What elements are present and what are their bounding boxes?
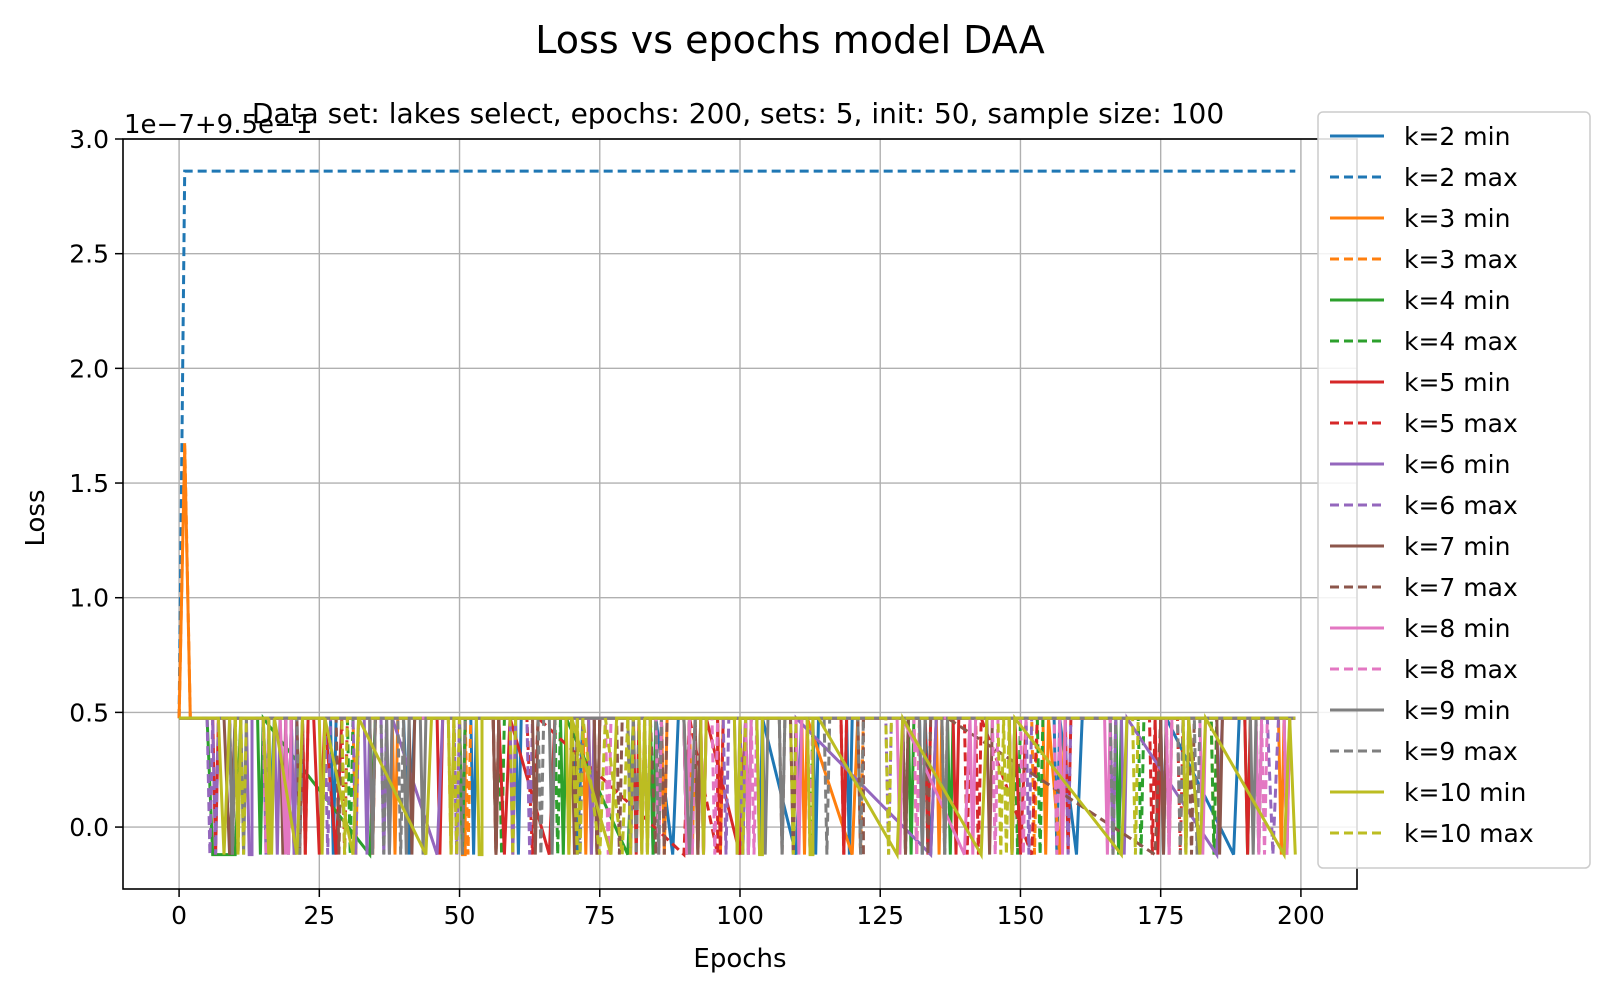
legend-label: k=2 max — [1404, 163, 1518, 192]
legend-label: k=4 max — [1404, 327, 1518, 356]
y-tick-label: 2.0 — [69, 354, 109, 383]
legend-label: k=10 min — [1404, 778, 1526, 807]
y-tick-label: 0.0 — [69, 813, 109, 842]
legend-label: k=3 min — [1404, 204, 1510, 233]
offset-text: 1e−7+9.5e−1 — [124, 110, 312, 140]
x-tick-label: 150 — [997, 901, 1045, 930]
legend-label: k=9 max — [1404, 737, 1518, 766]
x-tick-label: 50 — [444, 901, 476, 930]
series-line-k-10-min — [179, 712, 1297, 860]
y-tick-label: 3.0 — [69, 125, 109, 154]
x-axis: 0 25 50 75 100 125 150 175 200 — [171, 889, 1325, 930]
x-tick-label: 175 — [1137, 901, 1185, 930]
legend: k=2 min k=2 max k=3 min k=3 max k=4 min k=4 m… — [1317, 111, 1591, 869]
series-layer — [177, 169, 1297, 860]
legend-label: k=3 max — [1404, 245, 1518, 274]
x-axis-label: Epochs — [693, 944, 786, 974]
series-line-k-10-max — [179, 716, 1296, 855]
chart-title: Loss vs epochs model DAA — [535, 18, 1044, 62]
x-tick-label: 25 — [303, 901, 335, 930]
legend-label: k=9 min — [1404, 696, 1510, 725]
series-line-k-2-max — [177, 169, 1296, 719]
y-axis: 0.0 0.5 1.0 1.5 2.0 2.5 3.0 — [69, 125, 123, 842]
y-tick-label: 0.5 — [69, 698, 109, 727]
y-tick-label: 1.5 — [69, 469, 109, 498]
legend-box — [1317, 111, 1591, 869]
y-axis-label: Loss — [21, 489, 51, 546]
legend-label: k=10 max — [1404, 819, 1534, 848]
legend-label: k=6 max — [1404, 491, 1518, 520]
series-line-k-7-max — [179, 715, 1296, 858]
legend-label: k=8 max — [1404, 655, 1518, 684]
legend-label: k=7 max — [1404, 573, 1518, 602]
x-tick-label: 200 — [1277, 901, 1325, 930]
x-tick-label: 75 — [584, 901, 616, 930]
x-tick-label: 125 — [856, 901, 904, 930]
legend-label: k=4 min — [1404, 286, 1510, 315]
chart-subtitle: Data set: lakes select, epochs: 200, set… — [252, 97, 1224, 130]
y-tick-label: 1.0 — [69, 584, 109, 613]
legend-label: k=5 min — [1404, 368, 1510, 397]
x-tick-label: 100 — [716, 901, 764, 930]
legend-label: k=7 min — [1404, 532, 1510, 561]
legend-label: k=5 max — [1404, 409, 1518, 438]
y-tick-label: 2.5 — [69, 240, 109, 269]
legend-label: k=2 min — [1404, 122, 1510, 151]
legend-label: k=8 min — [1404, 614, 1510, 643]
x-tick-label: 0 — [171, 901, 187, 930]
legend-label: k=6 min — [1404, 450, 1510, 479]
